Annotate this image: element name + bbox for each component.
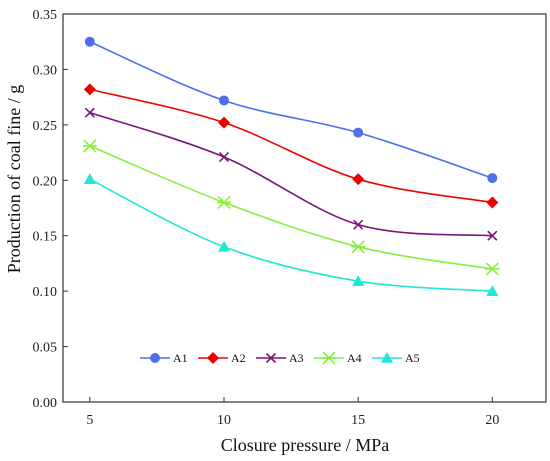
series-line-A2 [89, 88, 493, 204]
point-A1-10 [219, 95, 229, 106]
y-tick-label-7: 0.35 [33, 8, 58, 23]
point-A5-20 [486, 285, 499, 296]
legend-marker-A3 [265, 352, 277, 364]
point-A1-20 [487, 173, 498, 184]
y-tick-label-0: 0.00 [33, 396, 58, 411]
legend-item-A4: A4 [314, 351, 362, 365]
point-A2-20 [486, 196, 499, 209]
y-tick-label-4: 0.20 [33, 174, 58, 189]
x-tick-label-1: 10 [217, 413, 231, 428]
point-A1-5 [84, 36, 95, 47]
plot-frame [62, 13, 547, 403]
legend-label-A5: A5 [405, 351, 420, 365]
point-A1-15 [353, 127, 364, 138]
legend-label-A4: A4 [347, 351, 362, 365]
point-A5-15 [352, 275, 365, 286]
legend-label-A2: A2 [231, 351, 246, 365]
series-line-A4 [89, 145, 493, 270]
y-tick-label-6: 0.30 [33, 63, 58, 78]
point-A3-10 [218, 151, 230, 163]
series-markers [82, 36, 500, 296]
series-line-A5 [89, 178, 493, 292]
x-axis-title: Closure pressure / MPa [221, 435, 389, 455]
point-A3-5 [84, 107, 95, 118]
legend-item-A5: A5 [372, 351, 420, 365]
y-tick-label-2: 0.10 [33, 285, 58, 300]
x-tick-label-2: 15 [351, 413, 365, 428]
series-lines [89, 40, 493, 292]
point-A3-20 [487, 230, 498, 241]
point-A5-10 [218, 240, 230, 252]
x-tick-label-3: 20 [485, 413, 499, 428]
point-A4-10 [217, 195, 231, 210]
point-A2-5 [83, 83, 96, 96]
legend-item-A2: A2 [198, 351, 246, 365]
point-A3-15 [353, 219, 364, 230]
axes: 0.00 0.05 0.10 0.15 0.20 0.25 0.30 0.35 5 10 15 20 [33, 8, 547, 428]
legend-label-A1: A1 [173, 351, 188, 365]
legend-label-A3: A3 [289, 351, 304, 365]
legend: A1 A2 A3 A4 A5 [140, 351, 420, 365]
point-A4-15 [351, 240, 366, 254]
x-tick-label-0: 5 [86, 413, 93, 428]
legend-marker-A4 [322, 351, 336, 365]
series-line-A1 [89, 40, 493, 179]
y-tick-label-1: 0.05 [33, 341, 58, 356]
series-line-A3 [89, 111, 493, 237]
y-tick-label-3: 0.15 [33, 230, 58, 245]
point-A4-5 [82, 139, 97, 153]
legend-marker-A1 [150, 353, 160, 363]
legend-item-A1: A1 [140, 351, 188, 365]
point-A5-5 [83, 173, 96, 184]
point-A2-15 [352, 173, 365, 186]
legend-marker-A5 [381, 352, 393, 363]
legend-item-A3: A3 [256, 351, 304, 365]
y-axis-title: Production of coal fine / g [4, 85, 24, 273]
legend-marker-A2 [207, 352, 219, 364]
point-A2-10 [218, 116, 230, 129]
y-tick-label-5: 0.25 [33, 119, 58, 134]
point-A4-20 [485, 262, 500, 276]
